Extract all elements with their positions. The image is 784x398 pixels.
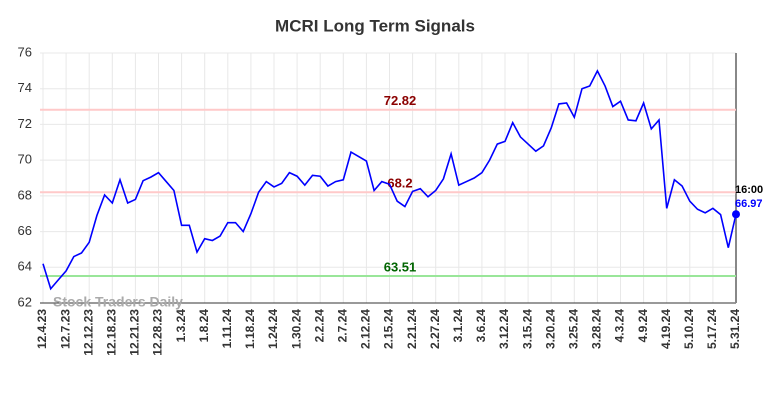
- x-tick-label: 2.15.24: [382, 309, 396, 349]
- x-tick-label: 4.9.24: [636, 309, 650, 343]
- x-tick-label: 12.4.23: [35, 309, 49, 349]
- x-tick-label: 1.11.24: [220, 309, 234, 349]
- x-tick-label: 5.10.24: [682, 309, 696, 349]
- x-tick-label: 4.3.24: [613, 309, 627, 343]
- y-tick-label: 64: [18, 259, 32, 274]
- last-point: [732, 210, 740, 219]
- y-tick-label: 66: [18, 223, 32, 238]
- x-tick-label: 3.6.24: [474, 309, 488, 343]
- x-tick-label: 1.30.24: [289, 309, 303, 349]
- y-tick-label: 68: [18, 187, 32, 202]
- last-value: 66.97: [735, 198, 763, 210]
- x-tick-label: 12.12.23: [81, 309, 95, 356]
- x-tick-label: 2.12.24: [359, 309, 373, 349]
- x-tick-label: 3.1.24: [451, 309, 465, 343]
- signal-label: 63.51: [384, 259, 417, 274]
- x-tick-label: 2.2.24: [312, 309, 326, 343]
- signal-label: 72.82: [384, 93, 417, 108]
- x-tick-label: 3.25.24: [566, 309, 580, 349]
- x-tick-label: 2.27.24: [428, 309, 442, 349]
- price-line: [42, 69, 737, 291]
- x-tick-label: 3.28.24: [590, 309, 604, 349]
- y-tick-label: 72: [18, 116, 32, 131]
- x-tick-label: 3.15.24: [520, 309, 534, 349]
- x-tick-label: 1.24.24: [266, 309, 280, 349]
- y-tick-label: 62: [18, 294, 32, 309]
- x-tick-label: 3.12.24: [497, 309, 511, 349]
- x-tick-label: 5.31.24: [728, 309, 742, 349]
- x-tick-label: 5.17.24: [705, 309, 719, 349]
- last-time: 16:00: [735, 184, 763, 196]
- x-tick-label: 4.19.24: [659, 309, 673, 349]
- x-tick-label: 3.20.24: [543, 309, 557, 349]
- x-tick-label: 12.21.23: [128, 309, 142, 356]
- y-tick-label: 76: [18, 44, 32, 59]
- x-tick-label: 2.21.24: [405, 309, 419, 349]
- x-tick-label: 1.8.24: [197, 309, 211, 343]
- x-tick-label: 2.7.24: [335, 309, 349, 343]
- x-tick-label: 12.18.23: [104, 309, 118, 356]
- chart-title: MCRI Long Term Signals: [275, 16, 475, 35]
- y-tick-label: 70: [18, 152, 32, 167]
- watermark: Stock Traders Daily: [53, 294, 183, 310]
- signal-label: 68.2: [387, 176, 412, 191]
- x-tick-label: 12.7.23: [58, 309, 72, 349]
- x-tick-label: 12.28.23: [151, 309, 165, 356]
- x-tick-label: 1.18.24: [243, 309, 257, 349]
- y-tick-label: 74: [18, 80, 32, 95]
- x-tick-label: 1.3.24: [174, 309, 188, 343]
